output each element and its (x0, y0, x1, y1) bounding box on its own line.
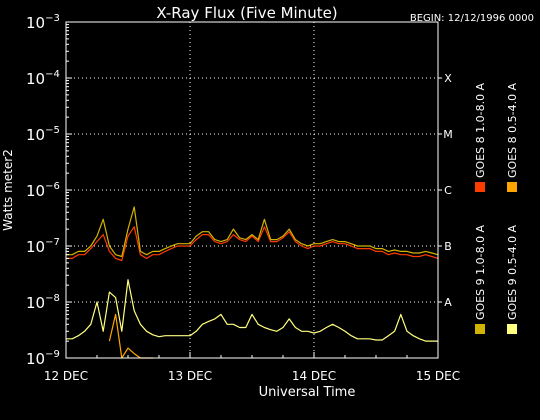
y-tick-label: 10−8 (26, 293, 60, 312)
y-tick-label: 10−6 (26, 181, 60, 200)
series-line (66, 279, 438, 342)
legend-swatch (475, 324, 485, 334)
series-line (66, 206, 439, 258)
x-tick-label: 12 DEC (44, 369, 88, 383)
legend-label: GOES 9 1.0-8.0 A (474, 224, 487, 320)
flare-class-label: A (444, 296, 452, 309)
axes: 12 DEC 13 DEC 14 DEC 15 DEC A B C M X 10−9 10−8 10−… (26, 13, 460, 383)
y-tick-label: 10−4 (26, 69, 60, 88)
legend-label: GOES 9 0.5-4.0 A (506, 224, 519, 320)
legend: GOES 8 1.0-8.0 A GOES 8 0.5-4.0 A GOES 9 1… (474, 82, 519, 334)
y-tick-label: 10−9 (26, 349, 60, 368)
x-tick-label: 15 DEC (416, 369, 460, 383)
legend-swatch (475, 182, 485, 192)
y-tick-label: 10−7 (26, 237, 60, 256)
y-tick-label: 10−3 (26, 13, 60, 32)
flare-class-label: C (444, 184, 452, 197)
legend-swatch (507, 182, 517, 192)
y-axis-label: Watts meter2 (1, 149, 15, 231)
flare-class-label: M (443, 128, 453, 141)
grid-lines (66, 22, 438, 358)
begin-label: BEGIN: 12/12/1996 0000 (410, 13, 534, 24)
x-tick-label: 14 DEC (292, 369, 336, 383)
x-tick-label: 13 DEC (168, 369, 212, 383)
chart-title: X-Ray Flux (Five Minute) (156, 4, 337, 22)
legend-label: GOES 8 0.5-4.0 A (506, 82, 519, 178)
y-tick-label: 10−5 (26, 125, 60, 144)
x-axis-label: Universal Time (259, 385, 356, 400)
flare-class-label: X (444, 72, 452, 85)
flare-class-label: B (444, 240, 452, 253)
legend-label: GOES 8 1.0-8.0 A (474, 82, 487, 178)
legend-swatch (507, 324, 517, 334)
series-line (66, 226, 439, 262)
